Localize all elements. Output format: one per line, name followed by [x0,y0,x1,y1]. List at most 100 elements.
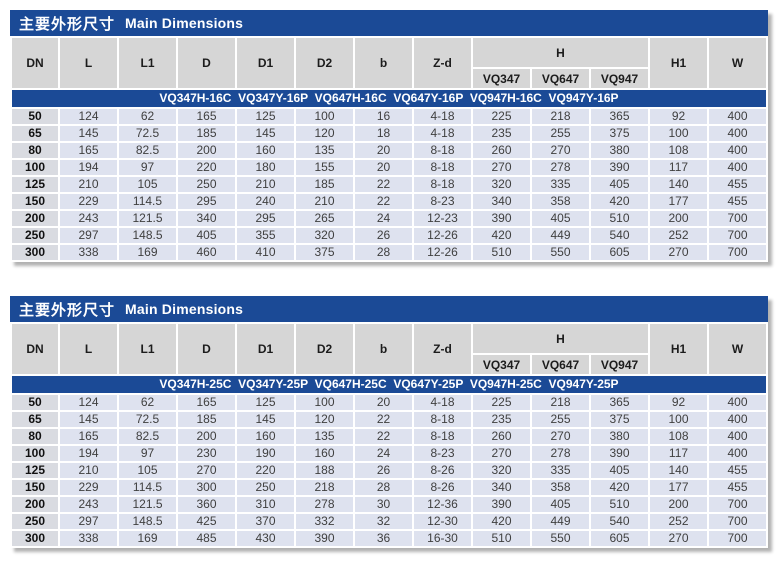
value-cell: 28 [355,245,412,260]
value-cell: 12-26 [414,245,471,260]
value-cell: 20 [355,395,412,410]
col-header-w: W [709,324,766,374]
models-list: VQ347H-16C VQ347Y-16P VQ647H-16C VQ647Y-… [12,90,766,107]
value-cell: 332 [296,514,353,529]
header-row: DN L L1 D D1 D2 b Z-d H H1 W [12,324,766,374]
table-row: 150 229 114.5 295 240 210 22 8-23 340 358 420 177 45… [12,194,766,209]
value-cell: 295 [178,194,235,209]
dimensions-body: 50 124 62 165 125 100 16 4-18 225 218 365 92 400 65 14… [12,109,766,260]
value-cell: 338 [60,245,117,260]
col-subheader-vq347: VQ347 [473,69,530,88]
value-cell: 355 [237,228,294,243]
col-header-d2: D2 [296,38,353,88]
value-cell: 400 [709,160,766,175]
value-cell: 177 [650,480,707,495]
table-row: 125 210 105 250 210 185 22 8-18 320 335 405 140 455 [12,177,766,192]
value-cell: 400 [709,126,766,141]
value-cell: 320 [473,177,530,192]
col-subheader-vq347: VQ347 [473,355,530,374]
value-cell: 82.5 [119,429,176,444]
value-cell: 105 [119,463,176,478]
dn-cell: 200 [12,211,58,226]
value-cell: 449 [532,228,589,243]
value-cell: 270 [532,143,589,158]
value-cell: 252 [650,514,707,529]
value-cell: 100 [650,126,707,141]
value-cell: 390 [473,211,530,226]
value-cell: 340 [473,480,530,495]
value-cell: 72.5 [119,412,176,427]
value-cell: 405 [532,211,589,226]
value-cell: 180 [237,160,294,175]
value-cell: 300 [178,480,235,495]
value-cell: 169 [119,531,176,546]
value-cell: 425 [178,514,235,529]
value-cell: 700 [709,514,766,529]
value-cell: 160 [237,143,294,158]
value-cell: 335 [532,463,589,478]
table-row: 100 194 97 220 180 155 20 8-18 270 278 390 117 400 [12,160,766,175]
value-cell: 278 [532,446,589,461]
value-cell: 700 [709,497,766,512]
dn-cell: 250 [12,514,58,529]
value-cell: 370 [237,514,294,529]
col-header-l1: L1 [119,324,176,374]
dn-cell: 65 [12,412,58,427]
value-cell: 190 [237,446,294,461]
value-cell: 200 [178,143,235,158]
value-cell: 117 [650,160,707,175]
value-cell: 100 [296,395,353,410]
value-cell: 8-18 [414,429,471,444]
value-cell: 375 [591,412,648,427]
value-cell: 255 [532,126,589,141]
value-cell: 105 [119,177,176,192]
models-row: VQ347H-25C VQ347Y-25P VQ647H-25C VQ647Y-… [12,376,766,393]
value-cell: 218 [532,395,589,410]
value-cell: 16 [355,109,412,124]
col-header-d1: D1 [237,38,294,88]
subheader-row: VQ347 VQ647 VQ947 [12,355,766,374]
table-row: 300 338 169 460 410 375 28 12-26 510 550 605 270 700 [12,245,766,260]
value-cell: 114.5 [119,194,176,209]
value-cell: 230 [178,446,235,461]
value-cell: 22 [355,429,412,444]
value-cell: 510 [591,497,648,512]
value-cell: 375 [296,245,353,260]
value-cell: 28 [355,480,412,495]
value-cell: 485 [178,531,235,546]
value-cell: 320 [296,228,353,243]
value-cell: 30 [355,497,412,512]
value-cell: 140 [650,177,707,192]
value-cell: 270 [650,245,707,260]
value-cell: 22 [355,177,412,192]
value-cell: 210 [60,463,117,478]
value-cell: 455 [709,194,766,209]
value-cell: 235 [473,126,530,141]
value-cell: 340 [178,211,235,226]
table-row: 200 243 121.5 340 295 265 24 12-23 390 405 510 200 7… [12,211,766,226]
value-cell: 12-26 [414,228,471,243]
dn-cell: 50 [12,109,58,124]
value-cell: 400 [709,429,766,444]
value-cell: 200 [650,211,707,226]
col-header-l: L [60,38,117,88]
value-cell: 400 [709,412,766,427]
value-cell: 510 [473,531,530,546]
dn-cell: 100 [12,446,58,461]
dn-cell: 100 [12,160,58,175]
value-cell: 12-23 [414,211,471,226]
value-cell: 338 [60,531,117,546]
table-row: 50 124 62 165 125 100 16 4-18 225 218 365 92 400 [12,109,766,124]
value-cell: 390 [591,160,648,175]
value-cell: 250 [178,177,235,192]
value-cell: 177 [650,194,707,209]
value-cell: 62 [119,395,176,410]
value-cell: 225 [473,109,530,124]
col-header-d2: D2 [296,324,353,374]
value-cell: 121.5 [119,497,176,512]
value-cell: 194 [60,446,117,461]
value-cell: 270 [532,429,589,444]
dn-cell: 150 [12,194,58,209]
table-title-zh: 主要外形尺寸 [19,15,116,33]
value-cell: 229 [60,194,117,209]
